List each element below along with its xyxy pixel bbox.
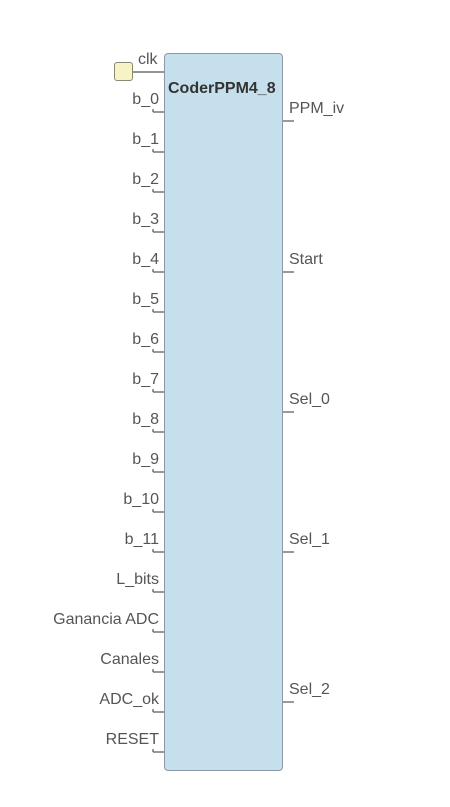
input-port-label: b_1 — [132, 131, 159, 148]
input-port-label: b_8 — [132, 411, 159, 428]
input-port-label: Ganancia ADC — [53, 611, 159, 628]
input-port-label: b_6 — [132, 331, 159, 348]
clock-port-label: clk — [138, 51, 158, 68]
input-port-label: b_7 — [132, 371, 159, 388]
output-port-label: Start — [289, 251, 323, 268]
input-port-label: b_2 — [132, 171, 159, 188]
input-port-label: ADC_ok — [99, 691, 159, 708]
input-port-label: b_4 — [132, 251, 159, 268]
input-port-label: b_5 — [132, 291, 159, 308]
input-port-label: b_11 — [124, 531, 159, 548]
input-port-label: b_3 — [132, 211, 159, 228]
input-port-label: RESET — [105, 731, 159, 748]
block-title: CoderPPM4_8 — [168, 80, 276, 97]
input-port-label: b_0 — [132, 91, 159, 108]
coder-block[interactable] — [164, 53, 283, 771]
output-port-label: PPM_iv — [289, 100, 345, 117]
input-port-label: b_9 — [132, 451, 159, 468]
output-port-label: Sel_0 — [289, 391, 330, 408]
input-port-label: L_bits — [116, 571, 159, 588]
output-port-label: Sel_2 — [289, 681, 330, 698]
input-port-label: Canales — [100, 651, 159, 668]
clock-source-marker[interactable] — [114, 62, 133, 81]
input-port-label: b_10 — [123, 491, 159, 508]
output-port-label: Sel_1 — [289, 531, 330, 548]
